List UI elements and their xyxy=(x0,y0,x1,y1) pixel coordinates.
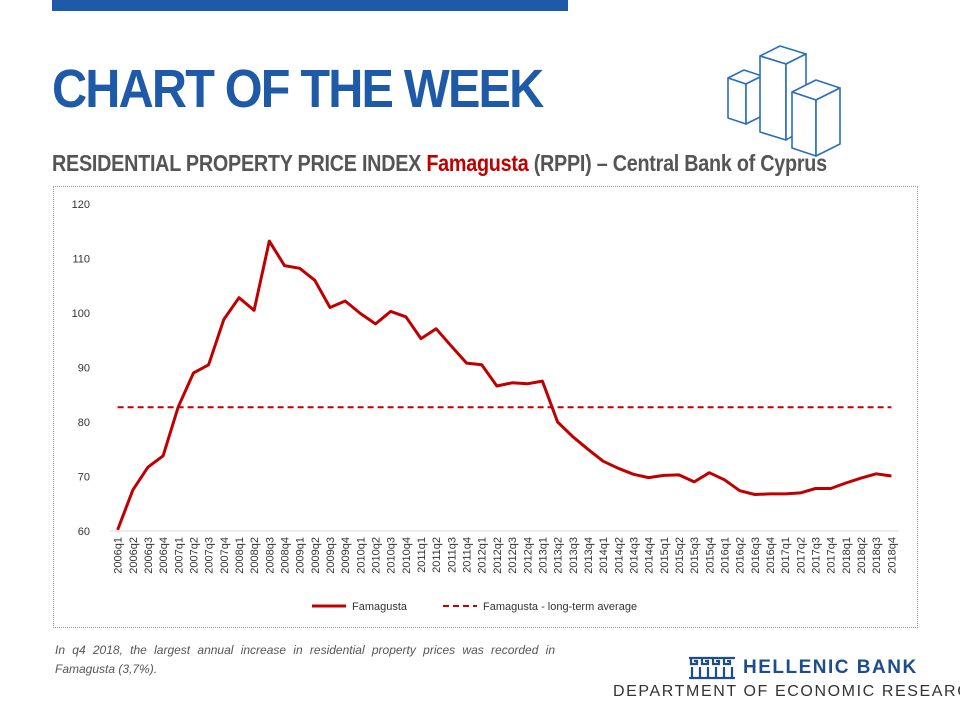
x-tick-label: 2017q3 xyxy=(811,537,823,574)
x-tick-label: 2011q3 xyxy=(446,537,458,573)
x-tick-label: 2015q3 xyxy=(689,537,701,574)
x-tick-label: 2007q1 xyxy=(173,537,185,574)
x-tick-label: 2014q1 xyxy=(598,537,610,574)
x-tick-label: 2007q2 xyxy=(188,537,200,574)
hellenic-bank-logo: HELLENIC BANK xyxy=(687,654,927,684)
x-tick-label: 2009q1 xyxy=(295,537,307,574)
x-tick-label: 2006q4 xyxy=(158,537,170,574)
greek-key-columns-icon xyxy=(689,656,735,680)
x-tick-label: 2014q2 xyxy=(613,537,625,574)
department-label: DEPARTMENT OF ECONOMIC RESEARCH xyxy=(613,683,960,700)
chart-area: 60 70 80 90 100 110 120 2006q1 2006q2 2006q3 2006q… xyxy=(53,186,918,628)
x-tick-label: 2010q2 xyxy=(371,537,383,574)
x-tick-label: 2011q1 xyxy=(416,537,428,573)
buildings-icon xyxy=(727,45,841,157)
legend-label: Famagusta - long-term average xyxy=(483,601,637,613)
y-tick-label: 120 xyxy=(72,199,90,211)
y-tick-label: 90 xyxy=(78,363,90,375)
x-tick-label: 2016q1 xyxy=(720,537,732,574)
x-tick-label: 2012q4 xyxy=(522,537,534,574)
subtitle-prefix: RESIDENTIAL PROPERTY PRICE INDEX xyxy=(52,150,427,176)
chart-subtitle: RESIDENTIAL PROPERTY PRICE INDEX Famagus… xyxy=(52,150,827,177)
x-tick-label: 2017q4 xyxy=(826,537,838,574)
x-tick-label: 2008q3 xyxy=(264,537,276,574)
x-tick-label: 2018q2 xyxy=(856,537,868,574)
x-tick-label: 2013q2 xyxy=(553,537,565,574)
page-title: CHART OF THE WEEK xyxy=(52,59,544,119)
x-tick-label: 2014q3 xyxy=(628,537,640,574)
x-tick-label: 2009q3 xyxy=(325,537,337,574)
x-tick-label: 2015q1 xyxy=(659,537,671,574)
x-tick-label: 2008q1 xyxy=(234,537,246,574)
x-tick-label: 2013q1 xyxy=(537,537,549,574)
y-tick-label: 60 xyxy=(78,526,90,538)
x-tick-label: 2013q3 xyxy=(568,537,580,574)
legend-label: Famagusta xyxy=(352,601,408,613)
footnote: In q4 2018, the largest annual increase … xyxy=(55,643,555,676)
x-tick-label: 2007q3 xyxy=(204,537,216,574)
x-tick-label: 2012q3 xyxy=(507,537,519,574)
x-tick-label: 2018q3 xyxy=(871,537,883,574)
x-tick-label: 2018q1 xyxy=(841,537,853,574)
x-tick-label: 2009q2 xyxy=(310,537,322,574)
x-tick-label: 2017q2 xyxy=(795,537,807,574)
subtitle-suffix: (RPPI) – Central Bank of Cyprus xyxy=(528,150,827,176)
x-tick-label: 2018q4 xyxy=(886,537,898,574)
bank-name: HELLENIC BANK xyxy=(743,657,918,678)
x-tick-label: 2006q1 xyxy=(113,537,125,574)
x-tick-label: 2006q2 xyxy=(128,537,140,574)
x-tick-label: 2007q4 xyxy=(219,537,231,574)
x-tick-label: 2016q3 xyxy=(750,537,762,574)
y-tick-label: 110 xyxy=(72,254,90,266)
x-tick-label: 2010q1 xyxy=(355,537,367,574)
x-tick-label: 2008q4 xyxy=(279,537,291,574)
x-tick-label: 2011q4 xyxy=(462,537,474,573)
top-accent-bar xyxy=(52,0,568,11)
y-tick-label: 70 xyxy=(78,472,90,484)
x-tick-label: 2015q4 xyxy=(704,537,716,574)
x-tick-label: 2014q4 xyxy=(644,537,656,574)
x-tick-label: 2010q4 xyxy=(401,537,413,574)
series-line-famagusta xyxy=(116,239,892,531)
x-tick-label: 2006q3 xyxy=(143,537,155,574)
x-tick-label: 2009q4 xyxy=(340,537,352,574)
x-tick-label: 2010q3 xyxy=(386,537,398,574)
subtitle-highlight: Famagusta xyxy=(426,150,529,176)
x-tick-label: 2017q1 xyxy=(780,537,792,574)
y-tick-label: 100 xyxy=(72,308,90,320)
line-chart: 60 70 80 90 100 110 120 2006q1 2006q2 2006q3 2006q… xyxy=(72,199,899,613)
x-tick-label: 2013q4 xyxy=(583,537,595,574)
x-tick-label: 2016q2 xyxy=(735,537,747,574)
x-tick-label: 2016q4 xyxy=(765,537,777,574)
x-tick-label: 2011q2 xyxy=(431,537,443,573)
y-tick-label: 80 xyxy=(78,417,90,429)
x-tick-label: 2012q1 xyxy=(477,537,489,574)
x-tick-label: 2012q2 xyxy=(492,537,504,574)
x-tick-label: 2008q2 xyxy=(249,537,261,574)
x-tick-label: 2015q2 xyxy=(674,537,686,574)
